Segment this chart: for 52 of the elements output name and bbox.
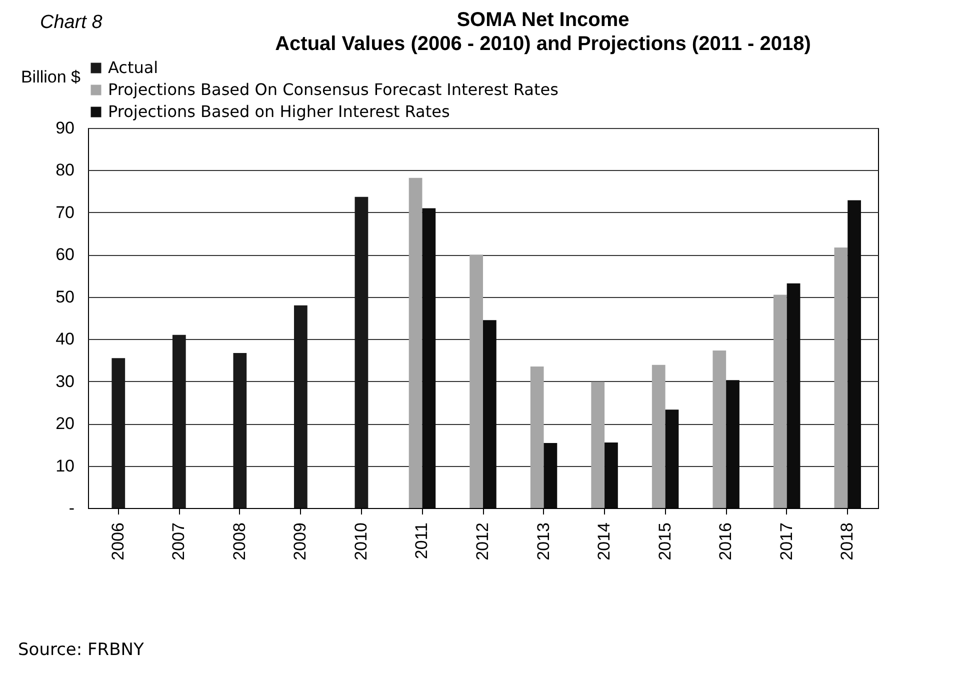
y-tick-label: 30 [56,372,74,391]
x-tick-label: 2013 [534,522,553,560]
bar [712,350,726,508]
x-tick-label: 2009 [290,522,310,560]
caption: Chart 8 [40,12,102,34]
y-tick-label: 10 [56,456,74,476]
y-tick-label: - [68,498,74,518]
x-tick-label: 2016 [716,522,736,560]
y-axis-title: Billion $ [20,68,82,86]
bar [604,442,618,508]
y-tick-label: 90 [56,118,74,138]
x-tick-label: 2010 [351,522,370,560]
x-tick-label: 2015 [655,522,674,560]
bar [591,382,605,508]
x-tick-label: 2014 [594,522,614,560]
bar [848,200,861,508]
bar [294,305,308,508]
bar [112,358,126,508]
chart-title: SOMA Net Income [456,9,630,31]
x-tick-label: 2008 [230,522,249,560]
x-tick-label: 2006 [108,522,128,560]
y-tick-label: 40 [56,330,74,349]
bar [544,442,558,508]
y-tick-label: 60 [56,245,74,264]
bar [834,247,848,508]
y-tick-label: 80 [56,160,74,180]
bar [652,364,666,508]
x-tick-label: 2007 [169,522,188,560]
x-tick-label: 2012 [473,522,492,560]
legend-label: Projections Based on Higher Interest Rates [108,102,450,121]
bar [422,208,436,508]
bar [530,366,544,508]
legend-label: Projections Based On Consensus Forecast Interest Rates [108,80,558,99]
x-tick-label: 2018 [838,522,857,560]
bar [233,353,247,508]
chart-subtitle: Actual Values (2006 - 2010) and Projections (2011 - 2018) [275,33,811,55]
bar [786,283,800,508]
bar [408,178,422,508]
y-tick-label: 70 [56,202,74,222]
legend-label: Actual [108,58,158,77]
bar [354,196,368,508]
bar [172,334,186,508]
y-tick-label: 20 [56,414,74,434]
source-note: Source: FRBNY [18,640,144,660]
bar [665,410,679,508]
x-tick-label: 2017 [776,522,796,560]
bar [483,320,496,508]
y-tick-label: 50 [56,287,74,306]
bar [773,294,787,508]
x-tick-label: 2011 [412,522,432,560]
bar [470,254,483,508]
bar [726,380,740,508]
